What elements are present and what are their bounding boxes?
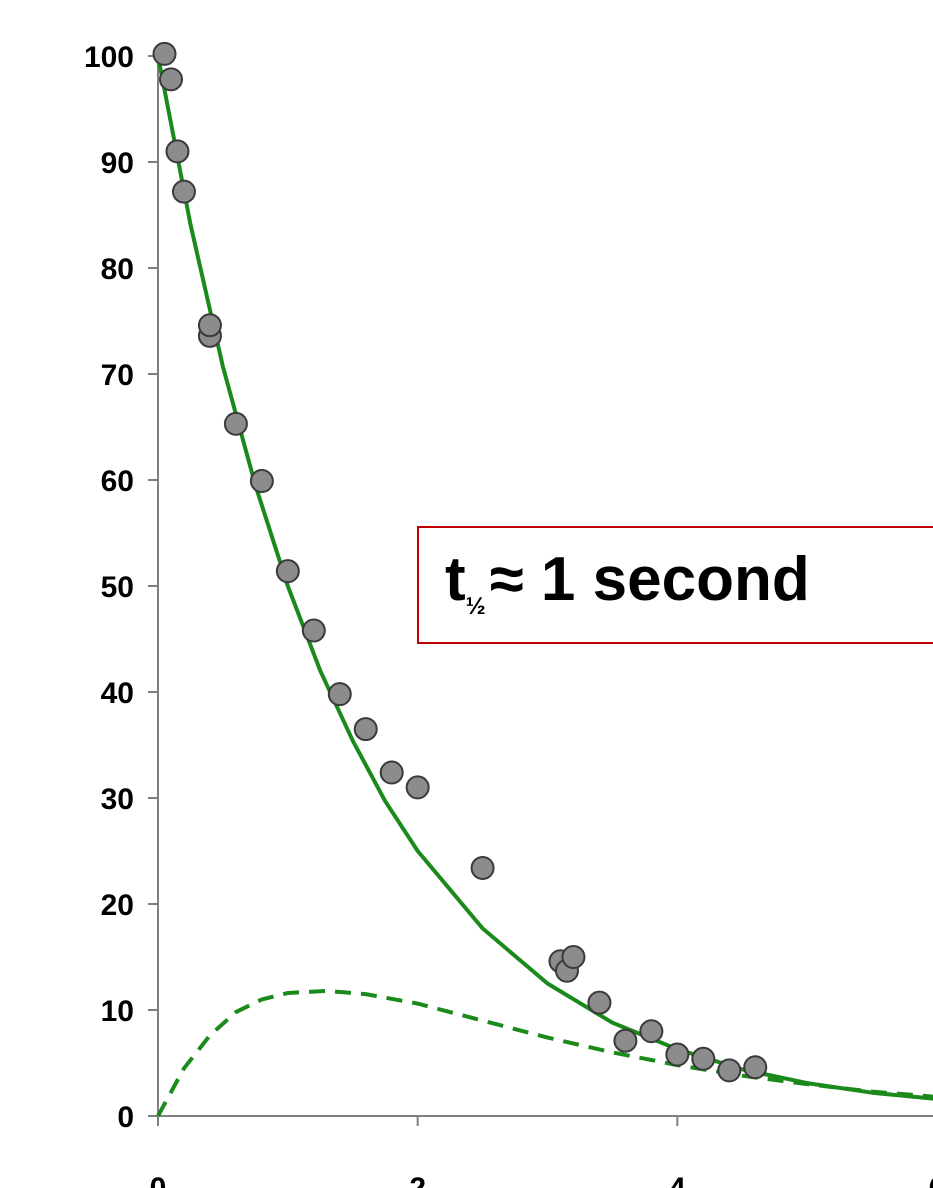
data-point <box>223 411 248 436</box>
y-tick-label: 80 <box>101 253 134 286</box>
data-point <box>639 1019 664 1044</box>
y-tick-label: 70 <box>101 359 134 392</box>
data-point <box>379 760 404 785</box>
data-point <box>171 179 196 204</box>
annotation-prefix: t <box>445 545 466 614</box>
data-point <box>470 855 495 880</box>
data-point <box>613 1028 638 1053</box>
y-tick-label: 100 <box>84 41 134 74</box>
data-point <box>158 67 183 92</box>
x-ticks: 0 2 4 6 <box>150 1116 933 1188</box>
x-tick-label: 0 <box>150 1172 167 1188</box>
y-ticks: 0 10 20 30 40 50 60 70 80 90 100 <box>84 41 158 1134</box>
data-point <box>587 990 612 1015</box>
data-point <box>327 682 352 707</box>
data-point <box>152 41 177 66</box>
half-life-text: t½≈ 1 second <box>445 540 810 647</box>
data-point <box>301 618 326 643</box>
x-tick-label: 2 <box>409 1172 426 1188</box>
data-point <box>717 1058 742 1083</box>
x-tick-label: 6 <box>929 1172 933 1188</box>
y-tick-label: 60 <box>101 465 134 498</box>
x-tick-label: 4 <box>669 1172 686 1188</box>
data-point <box>665 1042 690 1067</box>
annotation-value: ≈ 1 second <box>489 545 810 614</box>
data-point <box>275 559 300 584</box>
y-tick-label: 20 <box>101 889 134 922</box>
data-points <box>152 41 768 1083</box>
half-life-annotation: t½≈ 1 second <box>417 526 933 644</box>
data-point <box>743 1055 768 1080</box>
data-point <box>249 469 274 494</box>
y-tick-label: 30 <box>101 783 134 816</box>
data-point <box>165 139 190 164</box>
data-point <box>197 313 222 338</box>
y-tick-label: 0 <box>117 1101 134 1134</box>
y-tick-label: 40 <box>101 677 134 710</box>
data-point <box>561 945 586 969</box>
dashed-curve <box>156 988 933 1117</box>
y-tick-label: 50 <box>101 571 134 604</box>
data-point <box>353 717 378 742</box>
annotation-subscript: ½ <box>465 593 486 620</box>
data-point <box>405 775 430 800</box>
data-point <box>691 1046 716 1071</box>
y-tick-label: 10 <box>101 995 134 1028</box>
y-tick-label: 90 <box>101 147 134 180</box>
